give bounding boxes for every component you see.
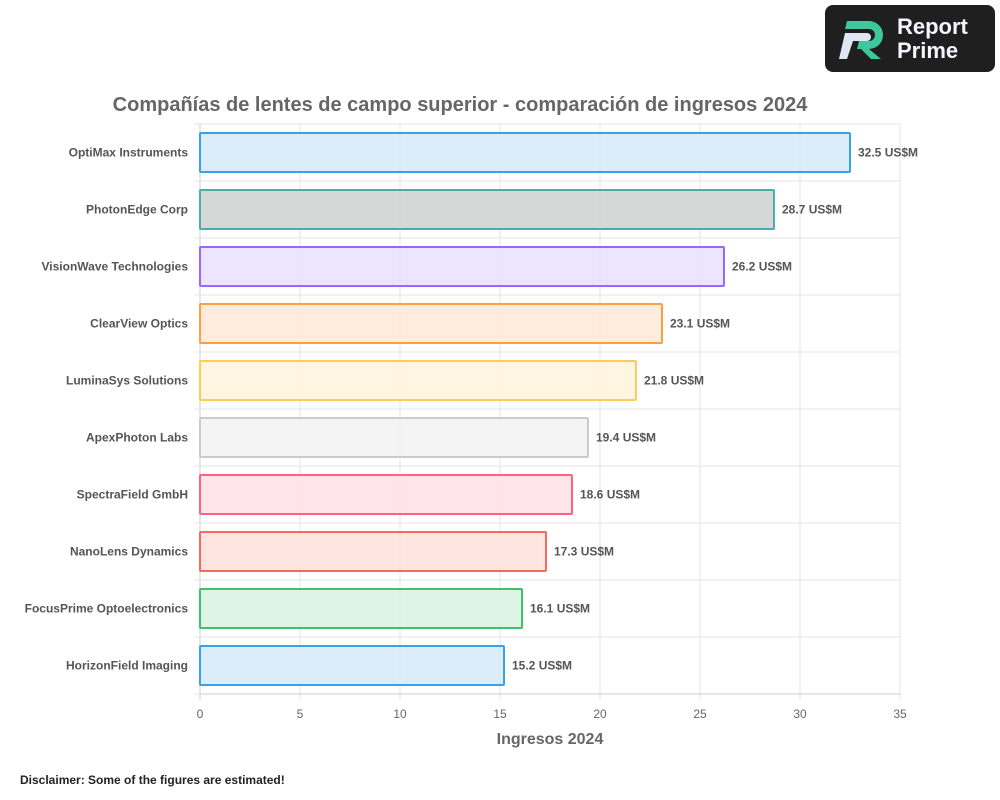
data-label: 17.3 US$M <box>554 545 614 559</box>
x-tick-label: 10 <box>393 707 407 721</box>
report-prime-logo: Report Prime <box>825 5 995 72</box>
category-label: HorizonField Imaging <box>66 659 188 673</box>
category-label: VisionWave Technologies <box>42 260 189 274</box>
bar <box>199 360 637 401</box>
category-label: LuminaSys Solutions <box>66 374 188 388</box>
logo-mark-icon <box>839 20 883 59</box>
bar <box>199 417 589 458</box>
bar <box>199 246 725 287</box>
data-label: 28.7 US$M <box>782 203 842 217</box>
x-tick-label: 25 <box>693 707 707 721</box>
disclaimer: Disclaimer: Some of the figures are esti… <box>20 773 285 787</box>
bar <box>199 474 573 515</box>
bar <box>199 588 523 629</box>
x-tick-label: 30 <box>793 707 807 721</box>
x-tick-label: 15 <box>493 707 507 721</box>
data-label: 15.2 US$M <box>512 659 572 673</box>
data-label: 16.1 US$M <box>530 602 590 616</box>
bar <box>199 531 547 572</box>
category-label: FocusPrime Optoelectronics <box>25 602 189 616</box>
category-label: SpectraField GmbH <box>77 488 188 502</box>
x-tick-label: 0 <box>197 707 204 721</box>
logo-text-line1: Report <box>897 13 968 39</box>
x-axis-label: Ingresos 2024 <box>497 731 604 748</box>
bar <box>199 132 851 173</box>
data-label: 18.6 US$M <box>580 488 640 502</box>
data-label: 23.1 US$M <box>670 317 730 331</box>
category-label: ApexPhoton Labs <box>86 431 188 445</box>
x-tick-label: 35 <box>893 707 907 721</box>
x-tick-label: 5 <box>297 707 304 721</box>
data-label: 26.2 US$M <box>732 260 792 274</box>
bar <box>199 645 505 686</box>
x-tick-label: 20 <box>593 707 607 721</box>
category-label: NanoLens Dynamics <box>70 545 188 559</box>
logo-text-line2: Prime <box>897 37 959 63</box>
category-label: OptiMax Instruments <box>69 146 189 160</box>
category-label: PhotonEdge Corp <box>86 203 188 217</box>
data-label: 19.4 US$M <box>596 431 656 445</box>
data-label: 21.8 US$M <box>644 374 704 388</box>
bar <box>199 189 775 230</box>
bar <box>199 303 663 344</box>
category-label: ClearView Optics <box>90 317 188 331</box>
chart-title: Compañías de lentes de campo superior - … <box>113 94 809 116</box>
data-label: 32.5 US$M <box>858 146 918 160</box>
